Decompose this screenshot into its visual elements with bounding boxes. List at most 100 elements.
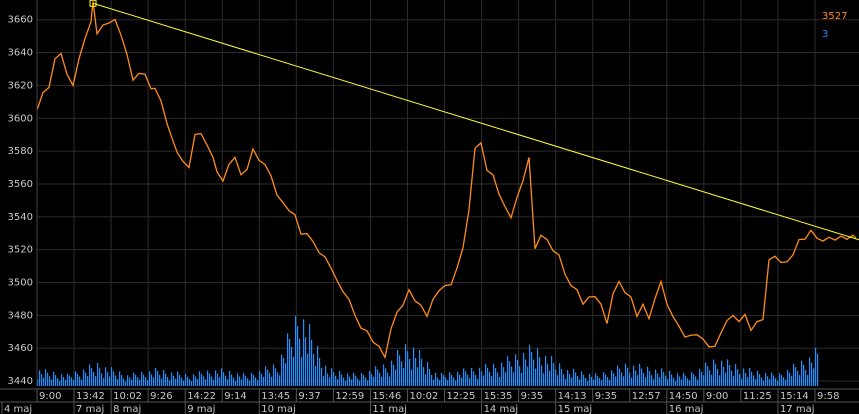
volume-bar xyxy=(669,371,671,386)
volume-bar xyxy=(733,375,735,386)
volume-bar xyxy=(419,349,421,386)
volume-bar xyxy=(399,355,401,386)
volume-bar xyxy=(47,372,49,386)
volume-bar xyxy=(635,370,637,386)
volume-bar xyxy=(127,375,129,386)
volume-bar xyxy=(187,376,189,386)
volume-bar xyxy=(657,373,659,386)
volume-bar xyxy=(215,370,217,386)
volume-bar xyxy=(171,372,173,386)
volume-bar xyxy=(425,374,427,386)
volume-bar xyxy=(697,379,699,386)
volume-bar xyxy=(731,370,733,386)
volume-bar xyxy=(763,380,765,386)
volume-bar xyxy=(357,378,359,386)
volume-bar xyxy=(599,377,601,386)
volume-bar xyxy=(289,338,291,386)
volume-bar xyxy=(603,372,605,386)
volume-bar xyxy=(369,370,371,386)
volume-bar xyxy=(149,371,151,386)
volume-bar xyxy=(411,369,413,386)
volume-bar xyxy=(75,371,77,386)
volume-bar xyxy=(191,381,193,386)
volume-bar xyxy=(233,377,235,386)
volume-bar xyxy=(815,347,817,386)
volume-bar xyxy=(537,348,539,386)
volume-bar xyxy=(319,357,321,386)
volume-bar xyxy=(95,376,97,386)
volume-bar xyxy=(309,323,311,386)
volume-bar xyxy=(507,356,509,386)
trend-line-handle[interactable] xyxy=(89,0,97,7)
volume-bar xyxy=(709,370,711,386)
volume-bar xyxy=(181,377,183,386)
volume-bar xyxy=(741,378,743,386)
volume-bar xyxy=(691,372,693,386)
volume-bar xyxy=(213,379,215,386)
volume-bar xyxy=(129,377,131,386)
volume-bar xyxy=(727,359,729,386)
volume-bar xyxy=(403,368,405,386)
volume-bar xyxy=(533,359,535,386)
volume-bar xyxy=(555,369,557,386)
volume-bar xyxy=(459,374,461,386)
x-time-label: 14:22 xyxy=(187,391,216,402)
volume-bar xyxy=(371,373,373,386)
volume-bar xyxy=(155,367,157,386)
volume-bar xyxy=(59,381,61,386)
volume-bar xyxy=(339,371,341,386)
volume-bar xyxy=(111,367,113,386)
volume-bar xyxy=(793,363,795,386)
volume-bar xyxy=(573,368,575,386)
volume-bar xyxy=(141,371,143,386)
volume-bar xyxy=(323,376,325,386)
volume-bar xyxy=(765,373,767,386)
volume-bar xyxy=(145,377,147,386)
volume-bar xyxy=(133,372,135,386)
y-tick-label: 3560 xyxy=(8,179,33,190)
volume-bar xyxy=(293,356,295,386)
volume-bar xyxy=(57,378,59,386)
volume-bar xyxy=(739,374,741,386)
volume-bar xyxy=(615,376,617,386)
volume-bar xyxy=(483,375,485,386)
volume-bar xyxy=(619,368,621,386)
volume-bar xyxy=(161,378,163,386)
volume-bar xyxy=(185,374,187,386)
volume-bar xyxy=(575,372,577,386)
x-time-label: 9:00 xyxy=(706,391,728,402)
volume-bar xyxy=(451,374,453,386)
volume-bar xyxy=(531,352,533,386)
volume-bar xyxy=(529,344,531,386)
volume-bar xyxy=(617,365,619,386)
volume-bar xyxy=(675,380,677,386)
volume-bar xyxy=(109,376,111,386)
volume-bar xyxy=(445,377,447,386)
x-day-label: 10 maj xyxy=(261,404,296,414)
volume-bar xyxy=(771,372,773,386)
volume-bar xyxy=(811,362,813,386)
volume-bar xyxy=(477,378,479,386)
volume-bar xyxy=(367,380,369,386)
volume-bar xyxy=(427,362,429,386)
volume-bar xyxy=(457,371,459,386)
volume-bar xyxy=(621,372,623,386)
volume-bar xyxy=(439,379,441,386)
grid-lines xyxy=(36,0,859,386)
volume-bar xyxy=(559,363,561,386)
volume-bar xyxy=(295,315,297,386)
x-time-label: 15:35 xyxy=(484,391,513,402)
volume-bar xyxy=(115,375,117,386)
volume-bar xyxy=(659,377,661,386)
volume-bar xyxy=(433,379,435,386)
trend-line[interactable] xyxy=(92,2,859,241)
volume-bar xyxy=(449,372,451,386)
volume-bar xyxy=(773,375,775,386)
x-time-label: 13:42 xyxy=(76,391,105,402)
volume-bar xyxy=(137,377,139,386)
volume-bar xyxy=(311,339,313,386)
x-time-label: 10:02 xyxy=(409,391,438,402)
y-tick-label: 3520 xyxy=(8,245,33,256)
volume-bar xyxy=(593,379,595,386)
